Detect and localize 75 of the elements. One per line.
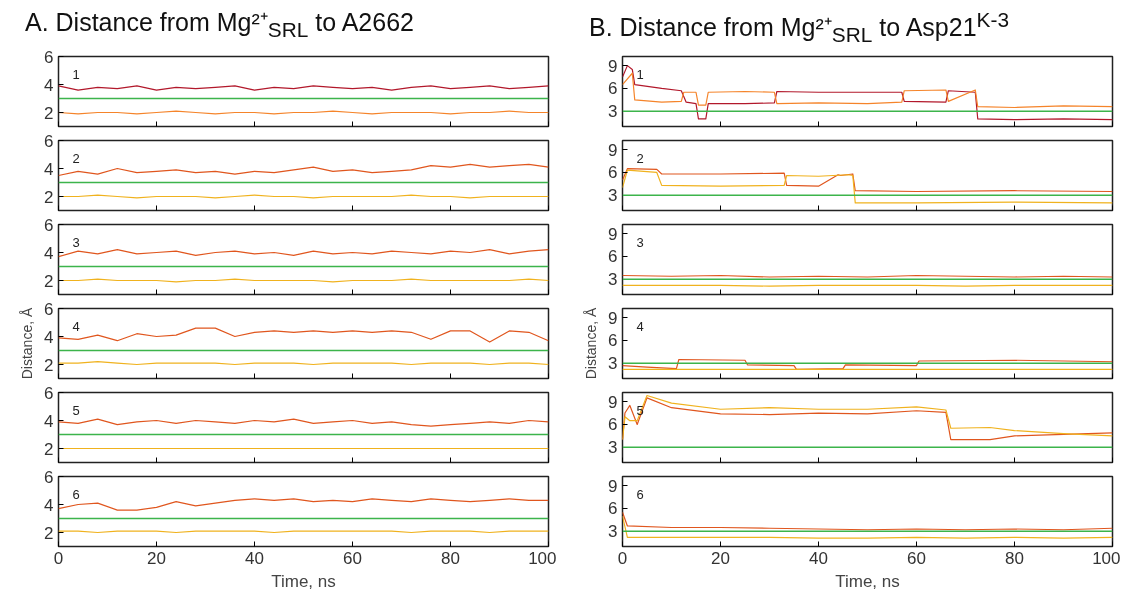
annotation: 4: [636, 318, 644, 334]
y-tick-label: 6: [608, 499, 618, 519]
y-tick-label: 2: [44, 103, 54, 123]
y-tick-label: 3: [608, 354, 618, 374]
y-axis-title: Distance, Å: [19, 307, 36, 380]
line-series: [622, 511, 1113, 531]
y-tick-label: 3: [608, 522, 618, 542]
line-series: [58, 498, 549, 511]
y-tick-label: 9: [608, 392, 618, 412]
chart-title: B. Distance from Mg²⁺$_{SRL}$ to Asp21$^{K-3}$: [589, 7, 1009, 49]
x-tick-label: 20: [147, 548, 166, 568]
y-tick-label: 3: [608, 438, 618, 458]
line-series: [622, 358, 1113, 370]
annotation: 2: [72, 150, 80, 166]
x-tick-label: 0: [617, 548, 628, 568]
x-tick-label: 60: [343, 548, 362, 568]
y-tick-label: 6: [44, 383, 54, 403]
annotation: 6: [72, 486, 80, 502]
y-tick-label: 6: [44, 215, 54, 235]
y-tick-label: 4: [44, 75, 54, 95]
x-tick-label: 40: [245, 548, 264, 568]
chart-title: A. Distance from Mg²⁺$_{SRL}$ to A2662: [25, 7, 414, 43]
y-tick-label: 9: [608, 140, 618, 160]
y-tick-label: 4: [44, 495, 54, 515]
y-tick-label: 6: [608, 79, 618, 99]
line-series: [622, 168, 1113, 193]
y-tick-label: 6: [608, 163, 618, 183]
y-tick-label: 2: [44, 271, 54, 291]
annotation: 1: [72, 66, 80, 82]
annotation: 2: [636, 150, 644, 166]
x-tick-label: 100: [1092, 548, 1121, 568]
y-tick-label: 4: [44, 327, 54, 347]
line-series: [58, 249, 549, 258]
x-tick-label: 100: [528, 548, 557, 568]
x-tick-label: 80: [441, 548, 460, 568]
annotation: 1: [636, 66, 644, 82]
y-tick-label: 4: [44, 243, 54, 263]
x-axis-title: Time, ns: [835, 571, 900, 591]
annotation: 4: [72, 318, 80, 334]
y-tick-label: 6: [608, 247, 618, 267]
y-tick-label: 2: [44, 187, 54, 207]
y-tick-label: 4: [44, 159, 54, 179]
y-axis-title: Distance, Å: [583, 307, 600, 380]
annotation: 3: [636, 234, 644, 250]
y-tick-label: 3: [608, 270, 618, 290]
annotation: 5: [72, 402, 80, 418]
y-tick-label: 3: [608, 102, 618, 122]
line-series: [622, 169, 1113, 204]
line-series: [622, 65, 1113, 121]
y-tick-label: 6: [608, 331, 618, 351]
x-tick-label: 40: [809, 548, 828, 568]
y-tick-label: 9: [608, 476, 618, 496]
annotation: 3: [72, 234, 80, 250]
y-tick-label: 4: [44, 411, 54, 431]
y-tick-label: 2: [44, 439, 54, 459]
line-series: [622, 72, 1113, 109]
x-tick-label: 80: [1005, 548, 1024, 568]
y-tick-label: 6: [44, 467, 54, 487]
y-tick-label: 6: [44, 299, 54, 319]
annotation: 6: [636, 486, 644, 502]
x-tick-label: 20: [711, 548, 730, 568]
y-tick-label: 6: [608, 415, 618, 435]
y-tick-label: 6: [44, 131, 54, 151]
y-tick-label: 3: [608, 186, 618, 206]
y-tick-label: 9: [608, 56, 618, 76]
x-axis-title: Time, ns: [271, 571, 336, 591]
x-tick-label: 60: [907, 548, 926, 568]
line-series: [58, 418, 549, 427]
line-series: [58, 163, 549, 177]
x-tick-label: 0: [53, 548, 64, 568]
y-tick-label: 2: [44, 523, 54, 543]
y-tick-label: 6: [44, 47, 54, 67]
y-tick-label: 9: [608, 308, 618, 328]
y-tick-label: 9: [608, 224, 618, 244]
y-tick-label: 2: [44, 355, 54, 375]
